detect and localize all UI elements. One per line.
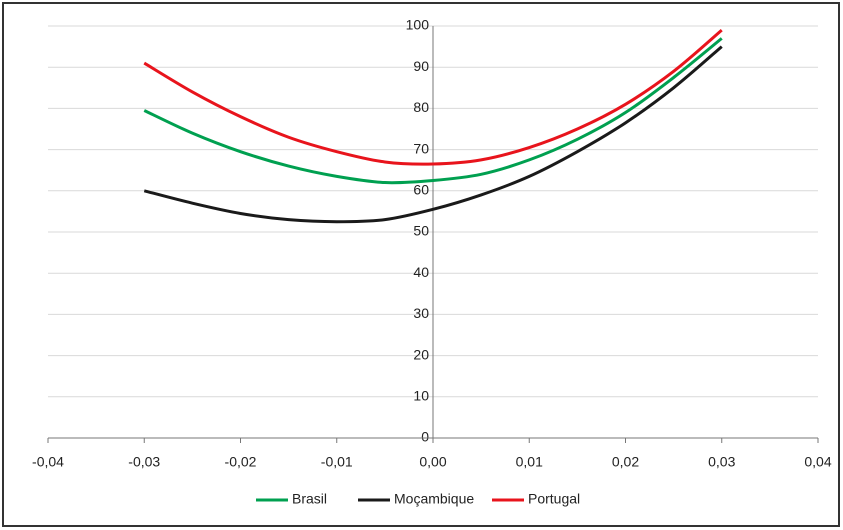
- y-tick-label: 60: [413, 182, 429, 198]
- x-tick-label: -0,02: [225, 454, 257, 470]
- x-tick-label: -0,04: [32, 454, 64, 470]
- x-tick-label: 0,02: [612, 454, 639, 470]
- x-tick-label: -0,03: [128, 454, 160, 470]
- y-tick-label: 50: [413, 223, 429, 239]
- x-tick-label: 0,03: [708, 454, 735, 470]
- y-tick-label: 30: [413, 305, 429, 321]
- y-tick-label: 90: [413, 58, 429, 74]
- x-tick-label: 0,01: [516, 454, 543, 470]
- y-tick-label: 20: [413, 346, 429, 362]
- series-line: [143, 28, 723, 166]
- series-line: [143, 45, 723, 224]
- legend-label: Brasil: [292, 491, 327, 507]
- y-tick-label: 80: [413, 99, 429, 115]
- x-tick-label: -0,01: [321, 454, 353, 470]
- series-line: [143, 37, 723, 185]
- x-tick-label: 0,04: [804, 454, 831, 470]
- y-tick-label: 70: [413, 140, 429, 156]
- legend-label: Portugal: [528, 491, 580, 507]
- x-tick-label: 0,00: [419, 454, 446, 470]
- y-tick-label: 100: [406, 17, 430, 33]
- y-tick-label: 10: [413, 388, 429, 404]
- y-tick-label: 40: [413, 264, 429, 280]
- legend-label: Moçambique: [394, 491, 474, 507]
- y-tick-label: 0: [421, 429, 429, 445]
